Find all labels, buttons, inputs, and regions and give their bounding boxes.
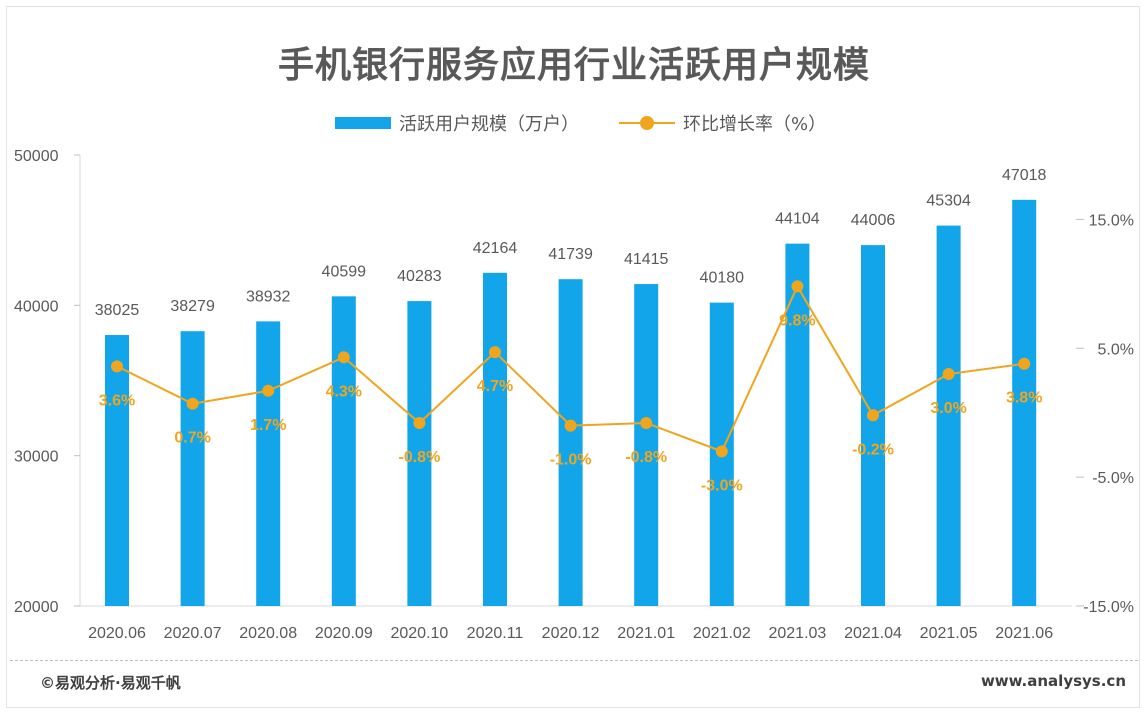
bar	[331, 296, 356, 606]
x-tick-label: 2020.10	[390, 625, 448, 642]
x-tick-label: 2020.09	[315, 625, 373, 642]
footer-website: www.analysys.cn	[980, 672, 1126, 690]
bar-value-label: 42164	[473, 240, 518, 257]
y-tick-left-label: 30000	[14, 449, 59, 466]
growth-rate-point	[337, 351, 350, 364]
bar-value-label: 40599	[322, 263, 367, 280]
x-tick-label: 2020.08	[239, 625, 297, 642]
bar-value-label: 40180	[700, 270, 745, 287]
y-tick-left-label: 20000	[14, 599, 59, 616]
growth-rate-label: 1.7%	[250, 417, 286, 434]
bar	[558, 279, 583, 606]
growth-rate-label: -3.0%	[701, 477, 743, 494]
x-tick-label: 2021.03	[768, 625, 826, 642]
growth-rate-point	[564, 419, 577, 432]
legend-line-label: 环比增长率（%）	[683, 114, 827, 135]
x-tick-label: 2021.05	[920, 625, 978, 642]
y-tick-right-label: -15.0%	[1083, 599, 1134, 616]
growth-rate-point	[715, 445, 728, 458]
x-tick-label: 2020.11	[467, 625, 524, 642]
growth-rate-point	[262, 384, 275, 397]
y-tick-right-label: 5.0%	[1098, 341, 1134, 358]
x-tick-label: 2021.02	[693, 625, 751, 642]
bar	[180, 331, 205, 606]
growth-rate-label: 0.7%	[174, 430, 210, 447]
growth-rate-point	[111, 360, 123, 373]
growth-rate-label: 9.8%	[779, 312, 815, 329]
bar	[407, 301, 432, 606]
growth-rate-point	[413, 417, 426, 430]
bar-value-label: 38932	[246, 288, 291, 305]
x-tick-label: 2021.01	[617, 625, 675, 642]
bar	[105, 335, 129, 606]
footer-divider	[10, 660, 1138, 661]
growth-rate-label: 3.6%	[99, 392, 135, 409]
legend-line-swatch	[619, 115, 675, 131]
growth-rate-label: -1.0%	[550, 452, 592, 469]
bar-value-label: 40283	[397, 268, 442, 285]
bar-value-label: 45304	[926, 193, 971, 210]
growth-rate-label: 3.0%	[930, 400, 966, 417]
x-tick-label: 2020.07	[164, 625, 222, 642]
x-tick-label: 2021.04	[844, 625, 902, 642]
bar	[1012, 199, 1037, 606]
chart-legend: 活跃用户规模（万户） 环比增长率（%）	[335, 110, 826, 136]
bar-value-label: 44104	[775, 211, 820, 228]
bar	[634, 284, 659, 606]
bar-value-label: 41415	[624, 251, 669, 268]
growth-rate-point	[186, 397, 199, 410]
y-tick-left-label: 40000	[14, 298, 59, 315]
legend-bar-label: 活跃用户规模（万户）	[399, 114, 579, 135]
growth-rate-label: 3.8%	[1006, 390, 1042, 407]
bar	[861, 245, 885, 606]
growth-rate-point	[640, 417, 653, 430]
x-tick-label: 2020.12	[542, 625, 600, 642]
bar	[483, 272, 507, 606]
y-tick-right-label: 15.0%	[1089, 212, 1134, 229]
bar-value-label: 38279	[170, 298, 215, 315]
y-tick-left-label: 50000	[14, 148, 59, 165]
x-tick-label: 2020.06	[88, 625, 146, 642]
growth-rate-point	[489, 346, 501, 359]
bar	[936, 225, 961, 606]
legend-bar-swatch	[335, 117, 391, 129]
growth-rate-label: -0.8%	[399, 449, 441, 466]
growth-rate-label: 4.3%	[326, 383, 362, 400]
y-tick-right-label: -5.0%	[1092, 470, 1134, 487]
bar-value-label: 38025	[95, 302, 140, 319]
bar-value-label: 41739	[548, 246, 593, 263]
growth-rate-label: 4.7%	[477, 378, 513, 395]
bar	[785, 243, 810, 606]
growth-rate-point	[1018, 357, 1031, 370]
bar-value-label: 47018	[1002, 167, 1047, 184]
x-tick-label: 2021.06	[995, 625, 1053, 642]
growth-rate-point	[942, 368, 955, 381]
growth-rate-point	[791, 280, 804, 293]
chart-title: 手机银行服务应用行业活跃用户规模	[277, 45, 870, 86]
footer-source: ©易观分析·易观千帆	[40, 674, 181, 692]
growth-rate-label: -0.2%	[852, 441, 894, 458]
growth-rate-point	[867, 409, 879, 422]
bar	[256, 321, 281, 606]
growth-rate-label: -0.8%	[625, 449, 667, 466]
bar-value-label: 44006	[851, 212, 896, 229]
